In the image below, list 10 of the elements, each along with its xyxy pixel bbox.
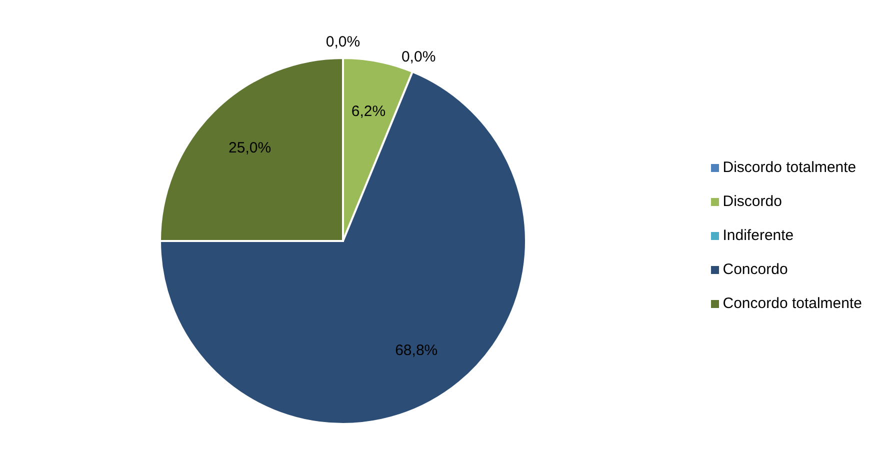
legend-label: Concordo [722,261,788,278]
data-label: 6,2% [351,103,386,120]
data-label: 25,0% [228,139,272,156]
text: 0,0% [401,48,436,66]
data-label: 68,8% [395,342,438,359]
legend-label: Concordo totalmente [722,295,862,312]
text: 0,0% [326,34,360,50]
legend-label: Discordo totalmente [722,159,856,176]
legend-label: Discordo [722,193,782,210]
legend-label: Indiferente [722,227,794,244]
